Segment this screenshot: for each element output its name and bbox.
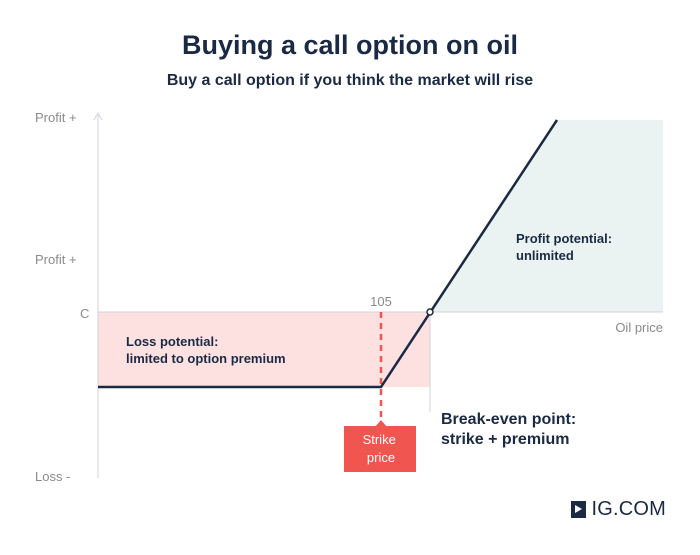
breakeven-annotation-line: strike + premium: [441, 431, 570, 448]
chart-title: Buying a call option on oil: [182, 30, 518, 60]
arrow-box-icon: [571, 501, 587, 518]
ig-logo[interactable]: IG.COM: [571, 498, 666, 521]
loss-region: [98, 312, 430, 387]
y-tick-label: C: [80, 306, 89, 321]
profit-annotation-line: Profit potential:: [516, 231, 612, 246]
breakeven-annotation-line: Break-even point:: [441, 411, 576, 428]
y-tick-label: Loss -: [35, 469, 70, 484]
x-axis-label: Oil price: [615, 320, 663, 335]
loss-annotation-line: Loss potential:: [126, 334, 218, 349]
profit-annotation-line: unlimited: [516, 248, 574, 263]
strike-price-box: [344, 426, 416, 472]
profit-region: [430, 120, 663, 312]
strike-pointer-icon: [375, 420, 387, 427]
loss-annotation-line: limited to option premium: [126, 351, 286, 366]
y-tick-label: Profit +: [35, 110, 77, 125]
profit-annotation: Profit potential: unlimited: [516, 231, 616, 263]
breakeven-annotation: Break-even point: strike + premium: [441, 411, 581, 448]
strike-label-line: Strike: [363, 432, 396, 447]
breakeven-point: [426, 308, 434, 316]
strike-label-line: price: [367, 450, 395, 465]
logo-text: IG.COM: [591, 498, 666, 520]
y-axis-arrow-icon: [93, 111, 103, 121]
payoff-line: [98, 119, 559, 389]
strike-price-label: Strike price: [363, 432, 400, 465]
strike-value-label: 105: [370, 294, 392, 309]
chart-subtitle: Buy a call option if you think the marke…: [166, 72, 534, 89]
y-tick-label: Profit +: [35, 252, 77, 267]
loss-annotation: Loss potential: limited to option premiu…: [126, 334, 286, 366]
